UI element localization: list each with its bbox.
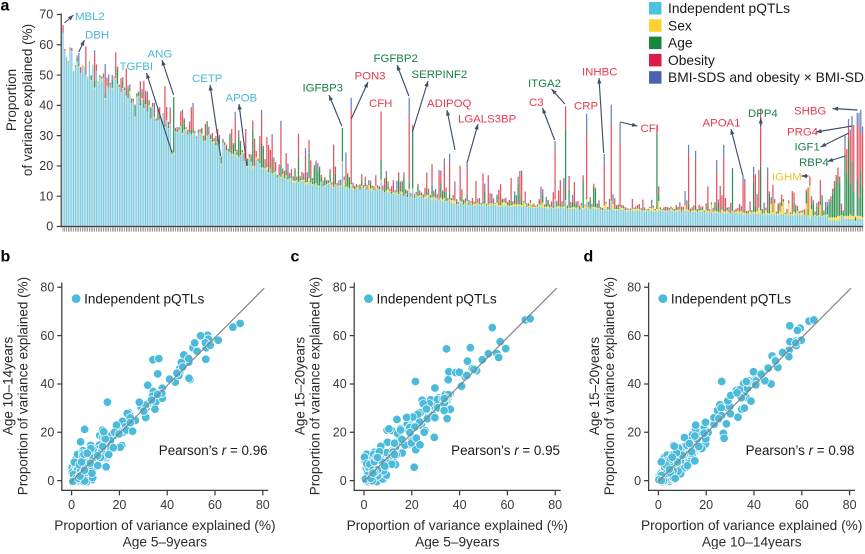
svg-text:CETP: CETP bbox=[192, 73, 222, 85]
svg-text:of variance explained (%): of variance explained (%) bbox=[20, 24, 35, 176]
svg-text:50: 50 bbox=[39, 68, 53, 82]
svg-text:Age 10–14years: Age 10–14years bbox=[0, 337, 15, 436]
svg-text:ADIPOQ: ADIPOQ bbox=[427, 98, 471, 110]
svg-text:40: 40 bbox=[453, 498, 467, 512]
svg-text:10: 10 bbox=[39, 189, 53, 203]
svg-text:IGF1: IGF1 bbox=[795, 142, 820, 154]
svg-text:0: 0 bbox=[655, 498, 662, 512]
svg-text:APOA1: APOA1 bbox=[703, 118, 741, 130]
svg-text:INHBC: INHBC bbox=[582, 67, 617, 79]
svg-text:40: 40 bbox=[160, 498, 174, 512]
svg-text:IGFBP3: IGFBP3 bbox=[303, 83, 344, 95]
svg-text:Age 5–9years: Age 5–9years bbox=[415, 535, 500, 550]
svg-text:20: 20 bbox=[405, 498, 419, 512]
svg-text:0: 0 bbox=[634, 474, 641, 488]
svg-text:Independent pQTLs: Independent pQTLs bbox=[671, 292, 791, 307]
svg-text:20: 20 bbox=[39, 159, 53, 173]
svg-text:80: 80 bbox=[548, 498, 562, 512]
svg-text:DPP4: DPP4 bbox=[748, 108, 778, 120]
svg-text:0: 0 bbox=[46, 220, 53, 234]
svg-text:60: 60 bbox=[500, 498, 514, 512]
svg-text:Proportion of variance explain: Proportion of variance explained (%) bbox=[641, 518, 862, 533]
svg-text:0: 0 bbox=[340, 474, 347, 488]
svg-text:TGFBI: TGFBI bbox=[120, 61, 154, 73]
svg-text:CFI: CFI bbox=[641, 123, 659, 135]
svg-text:b: b bbox=[1, 249, 11, 266]
svg-text:ITGA2: ITGA2 bbox=[528, 78, 561, 90]
svg-text:80: 80 bbox=[40, 281, 54, 295]
svg-text:APOB: APOB bbox=[226, 93, 258, 105]
svg-text:0: 0 bbox=[361, 498, 368, 512]
svg-text:20: 20 bbox=[40, 426, 54, 440]
svg-text:40: 40 bbox=[627, 377, 641, 391]
svg-text:SERPINF2: SERPINF2 bbox=[412, 69, 468, 81]
svg-text:40: 40 bbox=[333, 377, 347, 391]
svg-text:c: c bbox=[291, 249, 300, 266]
svg-text:DBH: DBH bbox=[85, 30, 109, 42]
svg-text:PON3: PON3 bbox=[355, 71, 386, 83]
svg-text:LGALS3BP: LGALS3BP bbox=[458, 114, 516, 126]
svg-text:20: 20 bbox=[333, 426, 347, 440]
svg-text:60: 60 bbox=[40, 329, 54, 343]
svg-text:20: 20 bbox=[699, 498, 713, 512]
svg-text:CRP: CRP bbox=[574, 101, 598, 113]
svg-text:20: 20 bbox=[627, 426, 641, 440]
svg-text:40: 40 bbox=[747, 498, 761, 512]
svg-text:0: 0 bbox=[47, 474, 54, 488]
svg-text:Independent pQTLs: Independent pQTLs bbox=[668, 1, 790, 16]
svg-text:Pearson’s r = 0.95: Pearson’s r = 0.95 bbox=[451, 443, 560, 458]
svg-text:60: 60 bbox=[208, 498, 222, 512]
svg-text:Proportion of variance explain: Proportion of variance explained (%) bbox=[15, 277, 30, 495]
svg-text:CFH: CFH bbox=[369, 98, 392, 110]
svg-text:80: 80 bbox=[627, 281, 641, 295]
svg-text:Age 5–9years: Age 5–9years bbox=[123, 535, 208, 550]
svg-text:IGHM: IGHM bbox=[772, 172, 802, 184]
svg-text:20: 20 bbox=[112, 498, 126, 512]
svg-text:Independent pQTLs: Independent pQTLs bbox=[377, 292, 497, 307]
svg-text:Sex: Sex bbox=[668, 18, 692, 33]
svg-text:Proportion of variance explain: Proportion of variance explained (%) bbox=[347, 518, 568, 533]
svg-text:40: 40 bbox=[39, 99, 53, 113]
svg-text:RBP4: RBP4 bbox=[799, 157, 829, 169]
svg-text:Age 15–20years: Age 15–20years bbox=[587, 337, 602, 436]
svg-text:70: 70 bbox=[39, 8, 53, 22]
svg-text:60: 60 bbox=[39, 38, 53, 52]
svg-text:0: 0 bbox=[68, 498, 75, 512]
svg-text:a: a bbox=[1, 0, 10, 15]
svg-text:Proportion of variance explain: Proportion of variance explained (%) bbox=[308, 277, 323, 495]
svg-text:Pearson’s r = 0.98: Pearson’s r = 0.98 bbox=[746, 443, 855, 458]
svg-text:Proportion of variance explain: Proportion of variance explained (%) bbox=[602, 277, 617, 495]
svg-text:ANG: ANG bbox=[148, 49, 173, 61]
svg-text:40: 40 bbox=[40, 377, 54, 391]
svg-text:Independent pQTLs: Independent pQTLs bbox=[84, 292, 204, 307]
svg-text:SHBG: SHBG bbox=[794, 106, 826, 118]
svg-text:60: 60 bbox=[627, 329, 641, 343]
svg-text:80: 80 bbox=[333, 281, 347, 295]
svg-text:80: 80 bbox=[256, 498, 270, 512]
svg-text:C3: C3 bbox=[529, 97, 544, 109]
svg-text:Pearson’s r = 0.96: Pearson’s r = 0.96 bbox=[159, 443, 268, 458]
svg-text:Age: Age bbox=[668, 36, 693, 51]
svg-text:60: 60 bbox=[333, 329, 347, 343]
svg-text:BMI-SDS and obesity × BMI-SDS: BMI-SDS and obesity × BMI-SDS bbox=[668, 70, 865, 85]
svg-text:80: 80 bbox=[843, 498, 857, 512]
svg-text:MBL2: MBL2 bbox=[75, 11, 105, 23]
svg-text:Obesity: Obesity bbox=[668, 53, 715, 68]
svg-text:Age 10–14years: Age 10–14years bbox=[702, 535, 802, 550]
svg-text:Age 15–20years: Age 15–20years bbox=[293, 337, 308, 436]
svg-text:Proportion of variance explain: Proportion of variance explained (%) bbox=[54, 518, 275, 533]
svg-text:30: 30 bbox=[39, 129, 53, 143]
svg-text:Proportion: Proportion bbox=[4, 69, 19, 131]
svg-text:FGFBP2: FGFBP2 bbox=[374, 53, 418, 65]
svg-text:PRG4: PRG4 bbox=[787, 127, 818, 139]
svg-text:60: 60 bbox=[795, 498, 809, 512]
svg-text:d: d bbox=[584, 249, 594, 266]
